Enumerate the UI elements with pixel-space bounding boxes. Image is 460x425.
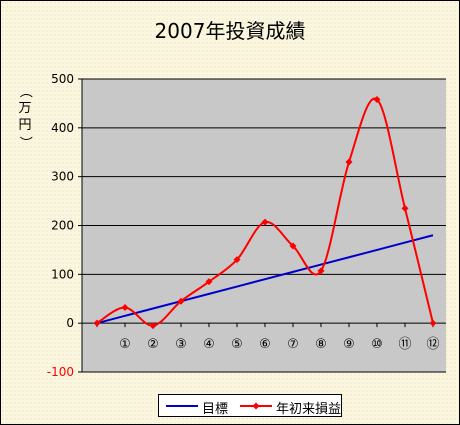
series-line	[96, 97, 434, 327]
legend-label: 年初来損益	[276, 402, 342, 417]
data-point	[177, 297, 185, 305]
x-tick-label: ⑫	[426, 337, 439, 352]
data-point	[317, 267, 325, 275]
x-tick-label: ⑧	[315, 337, 327, 352]
y-tick-label: -100	[47, 365, 74, 379]
data-point	[429, 319, 437, 327]
x-tick-label: ④	[203, 337, 215, 352]
y-tick-label: 100	[51, 267, 74, 281]
x-tick-label: ⑥	[259, 337, 271, 352]
data-point	[149, 322, 157, 330]
x-tick-label: ⑪	[398, 337, 411, 352]
data-point	[93, 319, 101, 327]
legend-label: 目標	[202, 402, 229, 417]
data-point	[289, 242, 297, 250]
x-tick-label: ②	[147, 337, 159, 352]
y-tick-label: 200	[51, 219, 74, 233]
data-point	[121, 304, 129, 312]
x-tick-label: ⑨	[343, 337, 355, 352]
y-tick-label: 300	[51, 170, 74, 184]
y-tick-label: 400	[51, 121, 74, 135]
y-tick-label: 0	[66, 316, 74, 330]
data-point	[205, 278, 213, 286]
data-point	[261, 218, 269, 226]
y-tick-label: 500	[51, 72, 74, 86]
x-tick-label: ③	[175, 337, 187, 352]
legend-swatch	[166, 405, 198, 407]
data-point	[401, 204, 409, 212]
chart-title: 2007年投資成績	[154, 19, 306, 43]
legend-swatch	[240, 402, 272, 410]
data-point	[373, 96, 381, 104]
x-tick-label: ⑤	[231, 337, 243, 352]
data-point	[345, 158, 353, 166]
x-tick-label: ⑦	[287, 337, 299, 352]
series-line	[96, 234, 434, 325]
y-axis-label: （万円）	[17, 84, 33, 149]
x-tick-label: ①	[119, 337, 131, 352]
data-point	[233, 256, 241, 264]
legend: 目標 年初来損益	[158, 394, 342, 417]
x-tick-label: ⑩	[371, 337, 383, 352]
